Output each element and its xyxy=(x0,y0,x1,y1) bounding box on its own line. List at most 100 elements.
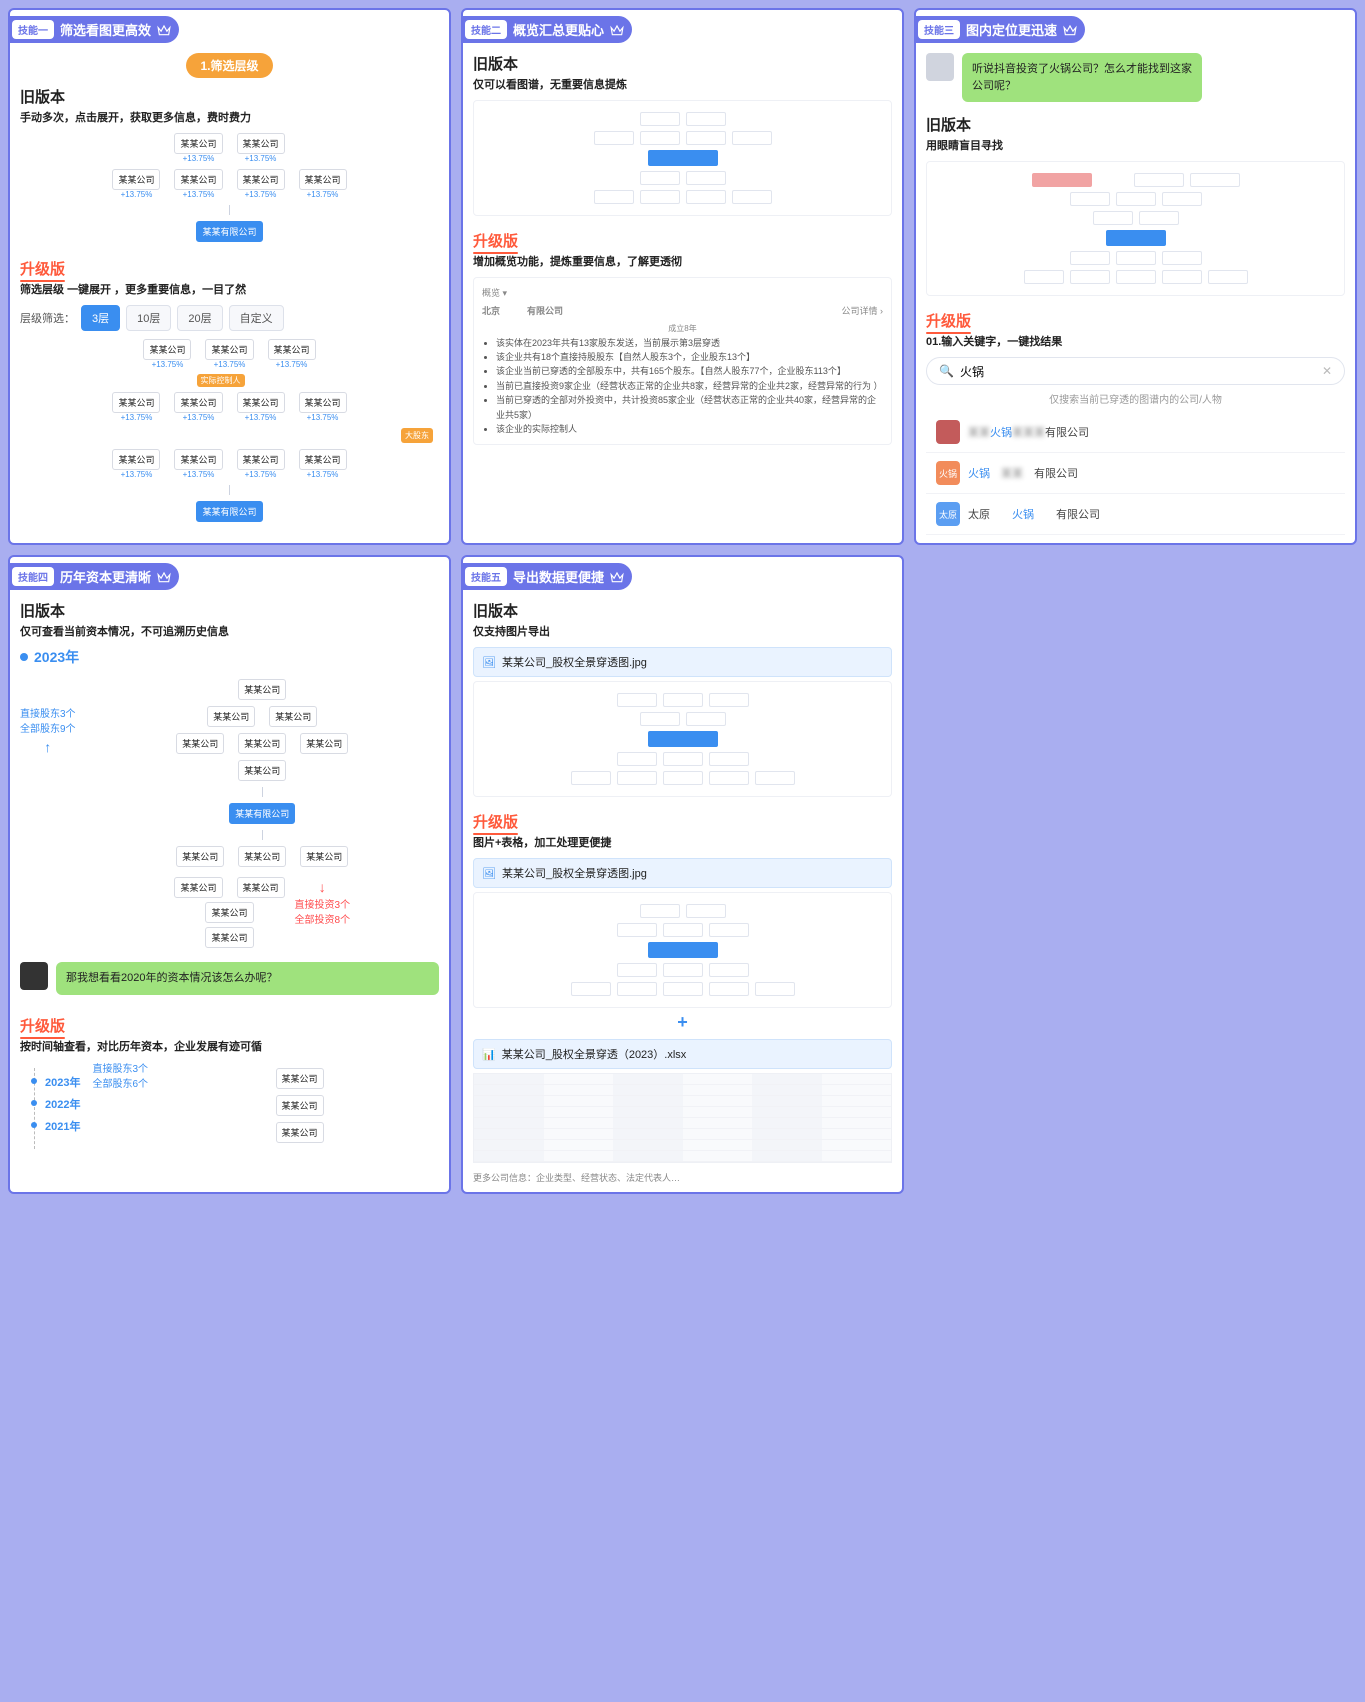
crown-icon xyxy=(157,571,171,583)
file-jpg[interactable]: 🖼 某某公司_股权全景穿透图.jpg xyxy=(473,647,892,677)
pct-label: +13.75% xyxy=(174,190,222,199)
file-jpg-new[interactable]: 🖼 某某公司_股权全景穿透图.jpg xyxy=(473,858,892,888)
search-result[interactable]: 火锅 火锅 某某 有限公司 xyxy=(926,453,1345,494)
org-node[interactable]: 某某公司 xyxy=(112,169,160,190)
panel-header: 技能三 图内定位更迅速 xyxy=(914,16,1085,43)
skill-badge: 技能五 xyxy=(465,567,507,586)
org-node[interactable]: 某某公司 xyxy=(238,846,286,867)
overview-item: 该企业当前已穿透的全部股东中，共有165个股东。【自然人股东77个，企业股东11… xyxy=(496,364,883,378)
pct-label: +13.75% xyxy=(237,190,285,199)
panel-skill-3: 技能三 图内定位更迅速 听说抖音投资了火锅公司？怎么才能找到这家公司呢？ 旧版本… xyxy=(914,8,1357,545)
old-version-title: 旧版本 xyxy=(926,114,1345,135)
panel-title: 导出数据更便捷 xyxy=(513,567,604,586)
filter-btn-3[interactable]: 3层 xyxy=(81,305,120,331)
clear-icon[interactable]: ✕ xyxy=(1322,364,1332,378)
org-node-root[interactable]: 某某有限公司 xyxy=(229,803,295,824)
result-icon xyxy=(936,420,960,444)
graph-mock-old xyxy=(473,100,892,216)
org-node[interactable]: 某某公司 xyxy=(268,339,316,360)
org-node[interactable]: 某某公司 xyxy=(237,133,285,154)
search-icon: 🔍 xyxy=(939,364,954,378)
avatar xyxy=(20,962,48,990)
panel-title: 历年资本更清晰 xyxy=(60,567,151,586)
org-node[interactable]: 某某公司 xyxy=(176,846,224,867)
org-node[interactable]: 某某公司 xyxy=(237,877,285,898)
capital-tree: 某某公司 某某公司某某公司 某某公司某某公司某某公司 某某公司 某某有限公司 某… xyxy=(86,673,439,952)
overview-dropdown[interactable]: 概览 ▾ xyxy=(482,286,507,300)
spreadsheet-icon: 📊 xyxy=(482,1048,496,1061)
org-node[interactable]: 某某公司 xyxy=(174,392,222,413)
file-name: 某某公司_股权全景穿透图.jpg xyxy=(502,654,647,670)
org-node[interactable]: 某某公司 xyxy=(237,449,285,470)
org-node-root[interactable]: 某某有限公司 xyxy=(196,221,262,242)
org-node[interactable]: 某某公司 xyxy=(299,169,347,190)
pct-label: +13.75% xyxy=(205,360,253,369)
timeline-year[interactable]: 2023年 xyxy=(45,1074,80,1090)
result-icon: 火锅 xyxy=(936,461,960,485)
org-node[interactable]: 某某公司 xyxy=(300,733,348,754)
skill-badge: 技能四 xyxy=(12,567,54,586)
org-node[interactable]: 某某公司 xyxy=(205,902,253,923)
search-box[interactable]: 🔍 ✕ xyxy=(926,357,1345,385)
org-node[interactable]: 某某公司 xyxy=(205,339,253,360)
filter-btn-20[interactable]: 20层 xyxy=(177,305,222,331)
upgrade-title: 升级版 xyxy=(473,230,518,251)
export-graph-mock xyxy=(473,681,892,797)
timeline-year[interactable]: 2022年 xyxy=(45,1096,80,1112)
upgrade-subtitle: 图片+表格，加工处理更便捷 xyxy=(473,834,892,850)
chat-bubble: 那我想看看2020年的资本情况该怎么办呢？ xyxy=(56,962,439,995)
org-node[interactable]: 某某公司 xyxy=(238,733,286,754)
org-node[interactable]: 某某公司 xyxy=(205,927,253,948)
text-bold: 一键展开 xyxy=(67,284,111,296)
old-version-title: 旧版本 xyxy=(473,53,892,74)
footer-text: 更多公司信息：企业类型、经营状态、法定代表人… xyxy=(463,1167,902,1184)
search-result[interactable]: 某某火锅某某某有限公司 xyxy=(926,412,1345,453)
org-node[interactable]: 某某公司 xyxy=(174,449,222,470)
org-node-root[interactable]: 某某有限公司 xyxy=(196,501,262,522)
graph-mock-search xyxy=(926,161,1345,296)
chat-message: 听说抖音投资了火锅公司？怎么才能找到这家公司呢？ xyxy=(926,53,1345,102)
panel-skill-4: 技能四 历年资本更清晰 旧版本 仅可查看当前资本情况，不可追溯历史信息 2023… xyxy=(8,555,451,1194)
timeline-year[interactable]: 2021年 xyxy=(45,1118,80,1134)
org-node[interactable]: 某某公司 xyxy=(276,1122,324,1143)
section-pill: 1.筛选层级 xyxy=(186,53,272,78)
panel-title: 图内定位更迅速 xyxy=(966,20,1057,39)
crown-icon xyxy=(610,571,624,583)
pct-label: +13.75% xyxy=(174,413,222,422)
panel-title: 概览汇总更贴心 xyxy=(513,20,604,39)
org-node[interactable]: 某某公司 xyxy=(237,169,285,190)
org-node[interactable]: 某某公司 xyxy=(269,706,317,727)
org-node[interactable]: 某某公司 xyxy=(112,392,160,413)
org-node[interactable]: 某某公司 xyxy=(238,679,286,700)
search-input[interactable] xyxy=(960,364,1316,378)
crown-icon xyxy=(1063,24,1077,36)
file-xlsx[interactable]: 📊 某某公司_股权全景穿透（2023）.xlsx xyxy=(473,1039,892,1069)
tl-note-direct: 直接股东3个 xyxy=(92,1062,148,1077)
filter-btn-custom[interactable]: 自定义 xyxy=(229,305,284,331)
panel-grid: 技能一 筛选看图更高效 1.筛选层级 旧版本 手动多次，点击展开，获取更多信息，… xyxy=(8,8,1357,1194)
pct-label: +13.75% xyxy=(237,154,285,163)
org-node[interactable]: 某某公司 xyxy=(300,846,348,867)
toolbar-placeholder xyxy=(875,286,883,300)
org-node[interactable]: 某某公司 xyxy=(112,449,160,470)
org-node[interactable]: 某某公司 xyxy=(174,169,222,190)
org-node[interactable]: 某某公司 xyxy=(299,392,347,413)
org-node[interactable]: 某某公司 xyxy=(174,877,222,898)
org-node[interactable]: 某某公司 xyxy=(237,392,285,413)
org-node[interactable]: 某某公司 xyxy=(143,339,191,360)
org-node[interactable]: 某某公司 xyxy=(207,706,255,727)
org-node[interactable]: 某某公司 xyxy=(176,733,224,754)
chat-bubble: 听说抖音投资了火锅公司？怎么才能找到这家公司呢？ xyxy=(962,53,1202,102)
image-icon: 🖼 xyxy=(482,656,496,669)
avatar xyxy=(926,53,954,81)
search-result[interactable]: 太原 太原 火锅 有限公司 xyxy=(926,494,1345,535)
org-node[interactable]: 某某公司 xyxy=(238,760,286,781)
filter-btn-10[interactable]: 10层 xyxy=(126,305,171,331)
skill-badge: 技能一 xyxy=(12,20,54,39)
org-node[interactable]: 某某公司 xyxy=(174,133,222,154)
org-node[interactable]: 某某公司 xyxy=(276,1068,324,1089)
note-shareholder-total: 全部股东9个 xyxy=(20,722,76,737)
overview-detail-link[interactable]: 公司详情 › xyxy=(842,304,884,318)
org-node[interactable]: 某某公司 xyxy=(276,1095,324,1116)
org-node[interactable]: 某某公司 xyxy=(299,449,347,470)
